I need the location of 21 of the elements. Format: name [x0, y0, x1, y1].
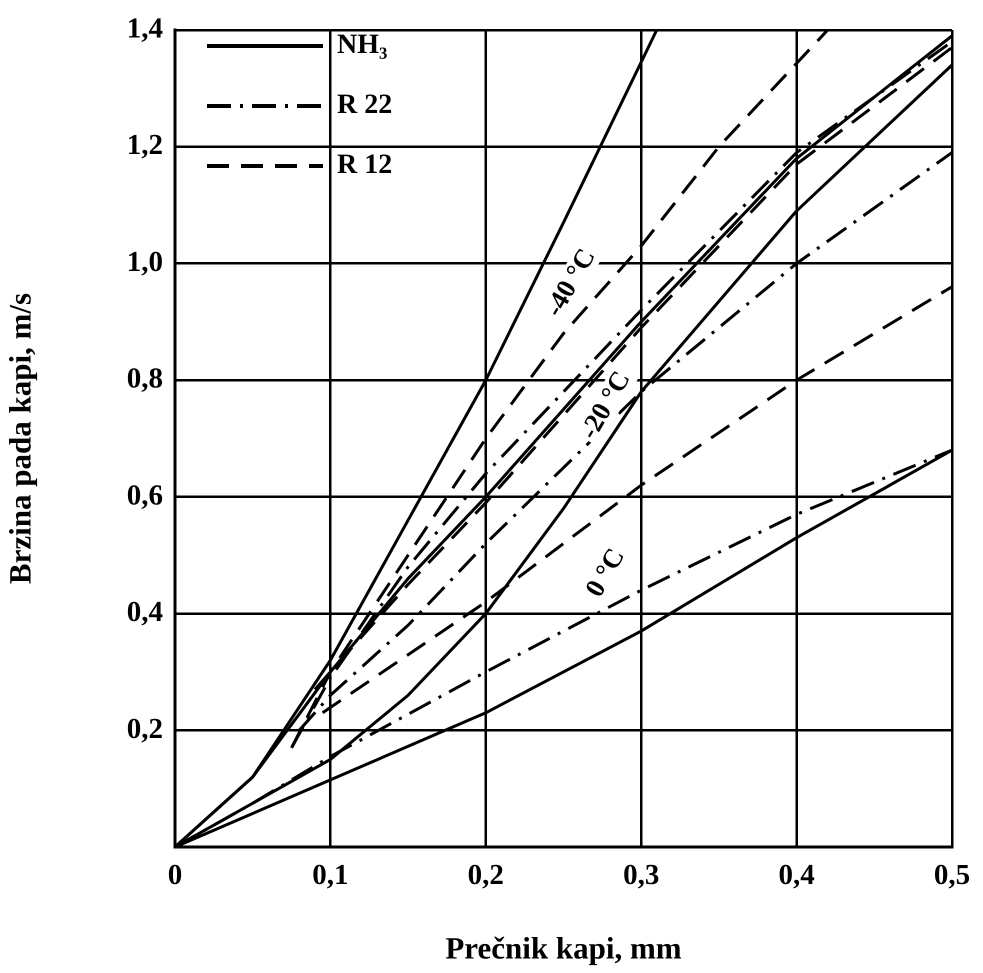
y-axis-title: Brzina pada kapi, m/s — [2, 292, 38, 584]
y-tick-label: 0,8 — [126, 362, 163, 395]
y-tick-label: 0,4 — [126, 596, 163, 628]
annotation: 0 °C — [578, 542, 630, 602]
y-tick-label: 0,2 — [126, 712, 163, 745]
y-tick-label: 0,6 — [126, 479, 163, 512]
legend-label: NH₃ — [337, 29, 388, 60]
y-tick-label: 1,4 — [126, 12, 163, 44]
x-axis-title: Prečnik kapi, mm — [445, 930, 682, 966]
annotation: -20 °C — [573, 366, 636, 444]
x-tick-label: 0,1 — [312, 858, 349, 891]
x-tick-label: 0,4 — [778, 858, 815, 891]
y-tick-label: 1,0 — [126, 246, 163, 278]
legend-label: R 12 — [337, 149, 392, 180]
legend-label: R 22 — [337, 89, 392, 120]
y-tick-label: 1,2 — [126, 129, 163, 162]
annotation: -40 °C — [538, 243, 601, 322]
x-tick-label: 0,5 — [934, 858, 970, 891]
x-tick-label: 0,3 — [623, 858, 660, 891]
x-tick-label: 0 — [168, 858, 182, 891]
x-tick-label: 0,2 — [468, 858, 504, 891]
